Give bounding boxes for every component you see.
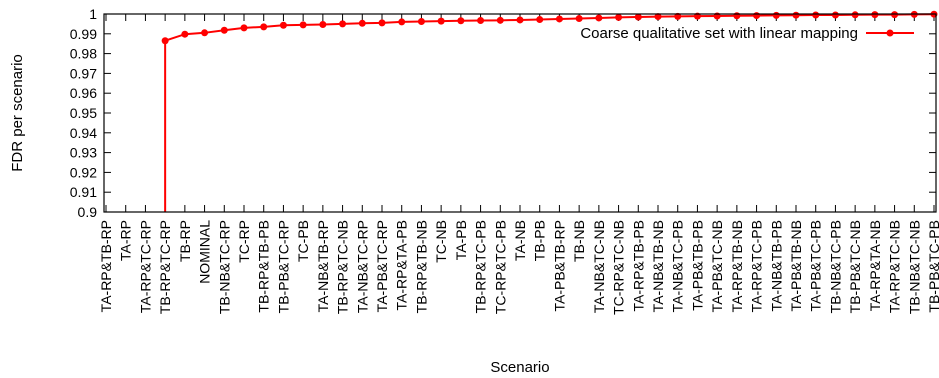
data-point (358, 19, 366, 27)
data-point (240, 24, 248, 32)
data-point (161, 37, 169, 45)
legend: Coarse qualitative set with linear mappi… (580, 25, 914, 42)
legend-label: Coarse qualitative set with linear mappi… (580, 25, 858, 42)
x-tick-label: TA-RP&TB-NB (729, 220, 745, 312)
x-tick-label: TA-RP (118, 220, 134, 261)
x-tick-label: TB-PB&TC-RP (275, 220, 291, 313)
data-point (634, 13, 642, 21)
y-tick-label: 0.94 (70, 125, 97, 141)
data-point (792, 11, 800, 19)
x-tick-label: TB-NB (571, 220, 587, 262)
x-tick-label: TA-RP&TC-PB (749, 220, 765, 312)
y-axis-title: FDR per scenario (9, 54, 26, 172)
data-point (437, 17, 445, 25)
x-tick-label: TA-PB&TC-RP (374, 220, 390, 312)
data-point (595, 14, 603, 22)
data-point (753, 12, 761, 20)
x-tick-label: TB-PB&TC-NB (847, 220, 863, 313)
x-tick-label: TA-NB&TB-NB (650, 220, 666, 312)
data-point (516, 16, 524, 24)
data-point (477, 17, 485, 25)
data-point (772, 11, 780, 19)
y-tick-label: 0.98 (70, 46, 97, 62)
y-tick-label: 0.97 (70, 65, 97, 81)
x-tick-label: TA-NB&TB-RP (315, 220, 331, 312)
x-tick-label: TB-RP&TC-NB (335, 220, 351, 314)
data-point (417, 18, 425, 26)
series-line (164, 13, 935, 42)
x-tick-label: TC-RP&TC-NB (611, 220, 627, 315)
data-point (851, 11, 859, 19)
data-point (555, 15, 563, 23)
x-tick-label: TA-PB&TC-PB (808, 220, 824, 312)
data-point (201, 29, 209, 37)
data-point (831, 11, 839, 19)
data-point (812, 11, 820, 19)
y-tick-label: 0.92 (70, 164, 97, 180)
data-point (260, 23, 268, 31)
x-tick-label: TA-RP&TA-PB (394, 220, 410, 311)
x-tick-label: TA-NB&TC-NB (591, 220, 607, 313)
x-tick-label: TA-RP&TB-RP (98, 220, 114, 312)
data-point (674, 12, 682, 20)
x-tick-label: TB-NB&TC-RP (216, 220, 232, 314)
x-tick-label: TA-RP&TB-PB (630, 220, 646, 312)
x-tick-label: TA-PB&TB-NB (788, 220, 804, 312)
x-tick-label: TB-PB&TC-PB (926, 220, 939, 313)
x-axis-ticks: TA-RP&TB-RP TA-RP TA-RP&TC-RP TB-RP&TC-RP TB… (98, 14, 939, 315)
data-point (654, 13, 662, 21)
y-axis-ticks: 0.9 0.91 0.92 0.93 0.94 0.95 0.96 0.97 0.98 0.99 1 (70, 6, 936, 220)
x-tick-label: TA-NB&TC-PB (670, 220, 686, 312)
x-tick-label: TB-RP&TC-PB (473, 220, 489, 313)
x-tick-label: TA-NB (512, 220, 528, 261)
x-tick-label: TA-NB&TC-RP (354, 220, 370, 313)
x-tick-label: TB-RP&TB-PB (256, 220, 272, 313)
data-point (181, 30, 189, 38)
y-tick-label: 0.99 (70, 26, 97, 42)
y-tick-label: 0.95 (70, 105, 97, 121)
x-tick-label: TA-PB&TB-RP (551, 220, 567, 312)
x-tick-label: NOMINAL (197, 220, 213, 284)
x-tick-label: TA-PB&TC-NB (709, 220, 725, 312)
x-tick-label: TB-NB&TC-PB (827, 220, 843, 313)
y-tick-label: 0.96 (70, 85, 97, 101)
data-point (299, 21, 307, 29)
x-tick-label: TA-RP&TC-RP (137, 220, 153, 313)
x-tick-label: TB-RP&TB-NB (413, 220, 429, 313)
x-tick-label: TB-RP&TC-RP (157, 220, 173, 314)
legend-marker (886, 29, 894, 37)
x-tick-label: TB-PB (532, 220, 548, 261)
data-point (279, 21, 287, 29)
y-tick-label: 0.9 (78, 204, 98, 220)
data-point (339, 20, 347, 28)
data-point (733, 12, 741, 20)
data-point (398, 18, 406, 26)
data-point (220, 26, 228, 34)
x-tick-label: TC-NB (433, 220, 449, 263)
y-tick-label: 0.91 (70, 184, 97, 200)
data-point (378, 19, 386, 27)
plot-frame (103, 13, 937, 213)
x-tick-label: TA-NB&TB-PB (768, 220, 784, 312)
data-point (615, 13, 623, 21)
y-tick-label: 1 (89, 6, 97, 22)
x-tick-label: TC-RP (236, 220, 252, 263)
x-tick-label: TB-RP (177, 220, 193, 262)
data-point (536, 16, 544, 24)
data-point (575, 15, 583, 23)
x-tick-label: TC-RP&TC-PB (492, 220, 508, 314)
y-tick-label: 0.93 (70, 145, 97, 161)
x-tick-label: TA-RP&TC-NB (887, 220, 903, 313)
x-tick-label: TA-PB&TB-PB (689, 220, 705, 311)
x-tick-label: TB-NB&TC-NB (906, 220, 922, 314)
data-point (496, 16, 504, 24)
x-tick-label: TA-RP&TA-NB (867, 220, 883, 311)
data-point (319, 20, 327, 28)
data-point (457, 17, 465, 25)
x-tick-label: TC-PB (295, 220, 311, 262)
x-axis-title: Scenario (490, 359, 549, 376)
x-tick-label: TA-PB (453, 220, 469, 260)
